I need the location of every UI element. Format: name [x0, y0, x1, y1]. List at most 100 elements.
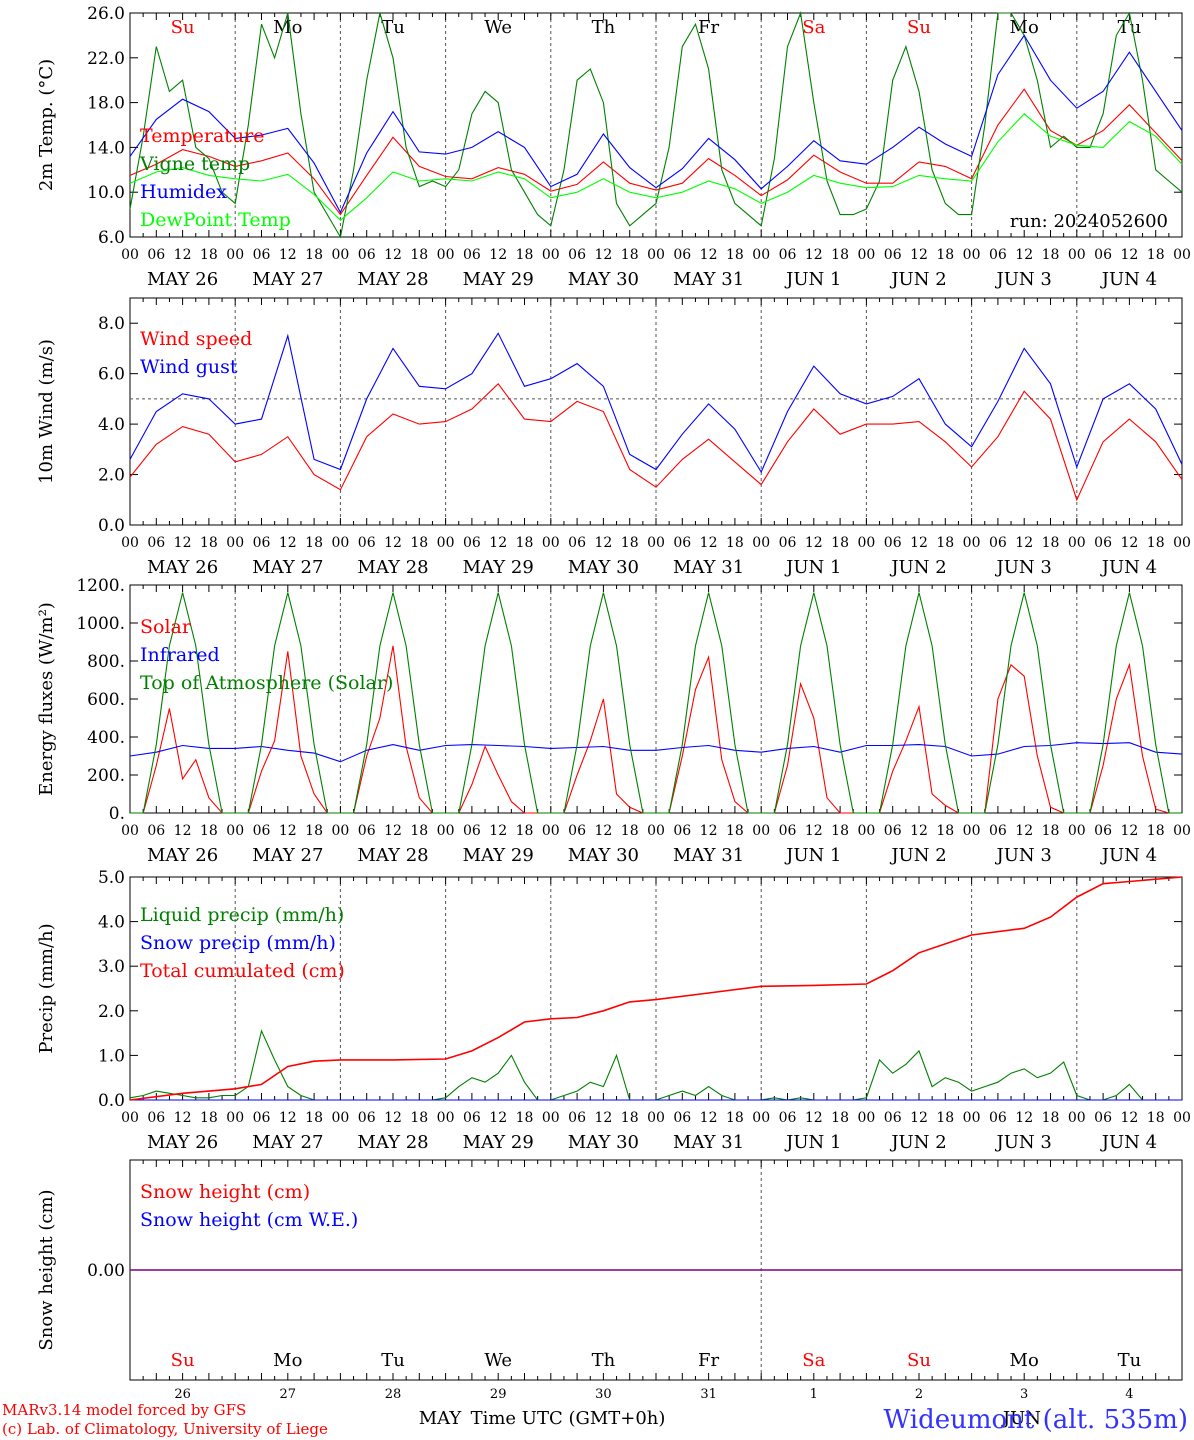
x-hour-label: 00: [226, 247, 244, 263]
x-hour-label: 18: [621, 247, 639, 263]
x-hour-label: 06: [358, 247, 376, 263]
y-tick-label: 1000.: [76, 614, 125, 634]
x-hour-label: 12: [1015, 1110, 1033, 1126]
y-tick-label: 2.0: [98, 1002, 125, 1022]
x-hour-label: 06: [1094, 247, 1112, 263]
legend-entry: DewPoint Temp: [140, 209, 291, 231]
x-hour-label: 18: [516, 247, 534, 263]
x-hour-label: 00: [1173, 535, 1191, 551]
x-hour-label: 12: [1015, 247, 1033, 263]
x-hour-label: 00: [963, 823, 981, 839]
month-right-label: JUN: [1001, 1408, 1041, 1429]
x-hour-label: 06: [673, 247, 691, 263]
x-hour-label: 00: [963, 247, 981, 263]
y-tick-label: 5.0: [98, 868, 125, 888]
x-hour-label: 12: [489, 247, 507, 263]
series-line: [130, 592, 1182, 814]
x-hour-label: 00: [542, 535, 560, 551]
y-tick-label: 800.: [87, 652, 125, 672]
x-hour-label: 18: [726, 247, 744, 263]
x-day-label: MAY 30: [568, 1132, 639, 1153]
legend-entry: Wind speed: [140, 328, 252, 350]
series-line: [129, 382, 1183, 502]
x-day-label: MAY 31: [673, 557, 744, 578]
x-hour-label: 00: [1068, 247, 1086, 263]
x-hour-label: 00: [857, 247, 875, 263]
x-hour-label: 06: [673, 535, 691, 551]
x-day-label: MAY 26: [147, 1132, 218, 1153]
x-day-label: JUN 3: [995, 845, 1052, 866]
x-hour-label: 06: [884, 247, 902, 263]
x-hour-label: 06: [989, 535, 1007, 551]
x-hour-label: 18: [726, 823, 744, 839]
x-hour-label: 18: [410, 1110, 428, 1126]
x-day-label: JUN 2: [889, 845, 946, 866]
weekday-label: Sa: [802, 1350, 825, 1371]
x-day-label: JUN 4: [1100, 557, 1157, 578]
x-hour-label: 12: [1015, 535, 1033, 551]
x-hour-label: 18: [726, 1110, 744, 1126]
x-hour-label: 00: [752, 535, 770, 551]
x-hour-label: 06: [989, 1110, 1007, 1126]
x-hour-label: 18: [1147, 535, 1165, 551]
x-hour-label: 00: [647, 823, 665, 839]
x-hour-label: 06: [1094, 535, 1112, 551]
x-hour-label: 00: [437, 1110, 455, 1126]
x-day-label: JUN 3: [995, 269, 1052, 290]
x-hour-label: 06: [568, 1110, 586, 1126]
x-hour-label: 18: [305, 247, 323, 263]
x-hour-label: 00: [1173, 1110, 1191, 1126]
x-hour-label: 18: [305, 823, 323, 839]
x-hour-label: 06: [358, 823, 376, 839]
x-hour-label: 12: [805, 823, 823, 839]
x-hour-label: 12: [910, 247, 928, 263]
x-hour-label: 06: [463, 247, 481, 263]
run-annotation: run: 2024052600: [1010, 211, 1168, 232]
y-tick-label: 4.0: [98, 913, 125, 933]
x-day-label: MAY 30: [568, 845, 639, 866]
y-tick-label: 4.0: [98, 415, 125, 435]
weekday-label: Th: [592, 1350, 616, 1371]
x-hour-label: 06: [568, 535, 586, 551]
x-hour-label: 00: [121, 823, 139, 839]
day-number-label: 4: [1125, 1387, 1133, 1402]
weekday-label: Su: [171, 1350, 195, 1371]
x-hour-label: 12: [1120, 535, 1138, 551]
x-hour-label: 00: [752, 1110, 770, 1126]
x-hour-label: 18: [516, 823, 534, 839]
x-hour-label: 12: [700, 1110, 718, 1126]
x-hour-label: 00: [121, 1110, 139, 1126]
x-hour-label: 00: [857, 535, 875, 551]
x-hour-label: 06: [673, 823, 691, 839]
series-line: [129, 34, 1183, 214]
y-axis-label: 2m Temp. (°C): [36, 59, 57, 191]
x-day-label: MAY 27: [252, 557, 323, 578]
x-hour-label: 06: [989, 247, 1007, 263]
x-hour-label: 12: [910, 823, 928, 839]
station-title: Wideumont (alt. 535m): [884, 1405, 1188, 1435]
x-hour-label: 06: [147, 535, 165, 551]
legend-entry: Total cumulated (cm): [140, 960, 345, 982]
legend-entry: Wind gust: [140, 356, 238, 378]
day-number-label: 2: [915, 1387, 923, 1402]
legend-entry: Humidex: [140, 181, 227, 203]
series-line: [129, 332, 1183, 474]
weekday-label: Tu: [1118, 1350, 1142, 1371]
y-tick-label: 14.0: [87, 138, 125, 158]
x-hour-label: 12: [700, 247, 718, 263]
x-hour-label: 00: [226, 535, 244, 551]
x-hour-label: 00: [647, 535, 665, 551]
day-number-label: 27: [280, 1387, 297, 1402]
x-hour-label: 00: [542, 823, 560, 839]
y-tick-label: 22.0: [87, 49, 125, 69]
x-hour-label: 18: [200, 535, 218, 551]
x-hour-label: 18: [726, 535, 744, 551]
legend-entry: Temperature: [140, 125, 264, 147]
x-hour-label: 18: [621, 1110, 639, 1126]
weekday-label: Fr: [698, 1350, 719, 1371]
legend-entry: Snow height (cm): [140, 1181, 310, 1203]
y-axis-label: 10m Wind (m/s): [36, 339, 57, 484]
x-hour-label: 18: [936, 1110, 954, 1126]
footer-model-text: MARv3.14 model forced by GFS: [2, 1401, 246, 1419]
x-day-label: MAY 28: [357, 269, 428, 290]
